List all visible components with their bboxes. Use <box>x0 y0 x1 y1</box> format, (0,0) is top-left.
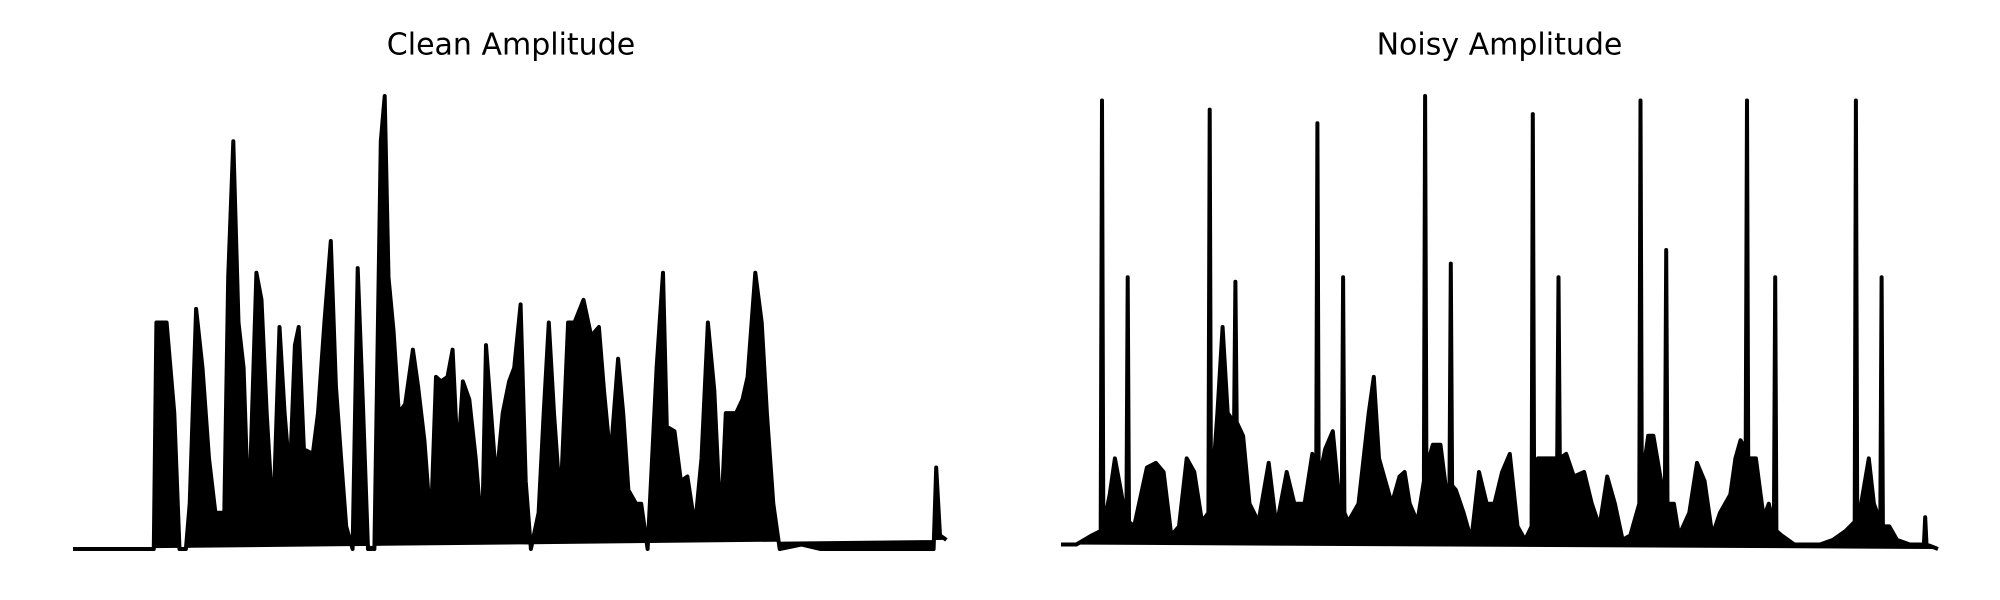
chart-title: Noisy Amplitude <box>1377 28 1623 63</box>
chart-title: Clean Amplitude <box>387 28 635 63</box>
amplitude-line <box>73 94 948 551</box>
amplitude-line <box>1061 94 1939 551</box>
